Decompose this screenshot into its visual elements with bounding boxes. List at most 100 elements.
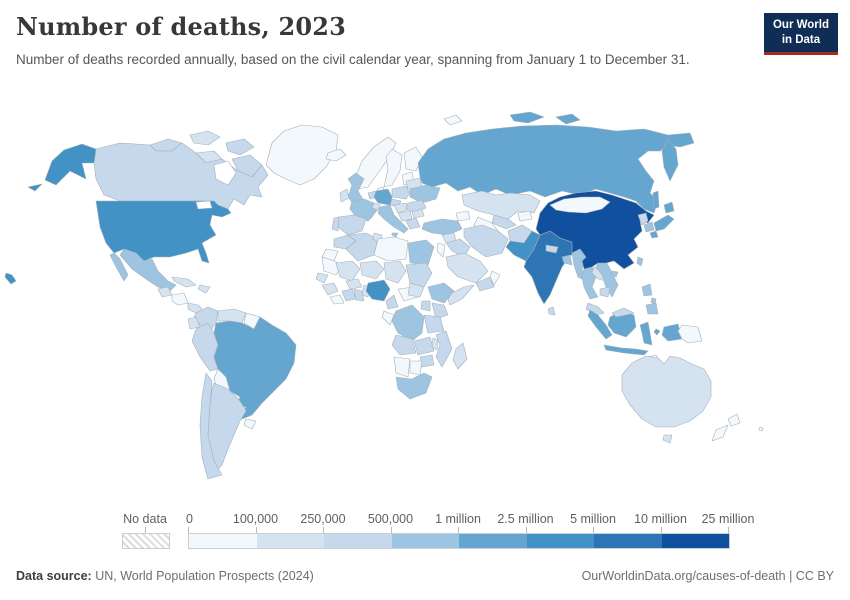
country-nepal[interactable] xyxy=(545,244,559,254)
country-burkina-faso[interactable] xyxy=(345,278,363,290)
country-caucasus[interactable] xyxy=(455,210,471,222)
country-arctic-island[interactable] xyxy=(189,130,221,146)
country-indonesia-sulawesi[interactable] xyxy=(639,321,653,346)
country-cambodia[interactable] xyxy=(599,286,611,298)
country-zambia[interactable] xyxy=(413,336,435,356)
country-germany[interactable] xyxy=(373,188,393,206)
country-ukraine[interactable] xyxy=(409,184,441,204)
country-switzerland[interactable] xyxy=(371,202,381,211)
country-uganda[interactable] xyxy=(420,300,431,312)
country-indonesia-papua[interactable] xyxy=(661,323,683,342)
country-bulgaria[interactable] xyxy=(411,208,425,219)
country-angola[interactable] xyxy=(391,334,417,356)
country-somalia[interactable] xyxy=(447,284,475,306)
country-balkans[interactable] xyxy=(397,210,413,222)
legend-bin-swatch[interactable] xyxy=(594,534,662,548)
country-new-zealand-north[interactable] xyxy=(727,413,741,427)
legend-bin-swatch[interactable] xyxy=(256,534,324,548)
country-uzbekistan[interactable] xyxy=(491,214,517,230)
country-cameroon[interactable] xyxy=(385,294,399,310)
country-indonesia-moluccas[interactable] xyxy=(653,328,661,336)
country-south-sudan[interactable] xyxy=(407,282,425,298)
country-venezuela[interactable] xyxy=(217,308,247,324)
country-italy[interactable] xyxy=(377,204,409,234)
country-arctic-island[interactable] xyxy=(225,138,255,156)
country-cote-divoire[interactable] xyxy=(341,288,357,302)
country-papua-new-guinea[interactable] xyxy=(677,324,703,344)
country-taiwan[interactable] xyxy=(636,256,644,267)
country-new-zealand-south[interactable] xyxy=(711,424,729,442)
country-svalbard[interactable] xyxy=(443,114,463,126)
country-senegal[interactable] xyxy=(315,272,329,284)
country-indonesia-java[interactable] xyxy=(603,344,649,356)
country-nigeria[interactable] xyxy=(365,279,391,302)
country-bangladesh[interactable] xyxy=(561,254,573,266)
country-novaya-zemlya[interactable] xyxy=(509,111,545,124)
country-iceland[interactable] xyxy=(325,148,347,162)
country-turkey[interactable] xyxy=(421,218,463,236)
country-sweden[interactable] xyxy=(383,148,403,188)
country-peru[interactable] xyxy=(191,322,219,372)
country-south-africa[interactable] xyxy=(395,372,433,400)
country-south-korea[interactable] xyxy=(643,221,655,233)
country-chad[interactable] xyxy=(383,260,407,284)
country-egypt[interactable] xyxy=(407,239,435,266)
legend-bin-swatch[interactable] xyxy=(526,534,594,548)
country-greece[interactable] xyxy=(405,217,421,230)
country-kamchatka-russia[interactable] xyxy=(661,138,679,182)
country-hawaii-usa[interactable] xyxy=(4,272,17,285)
country-cuba[interactable] xyxy=(171,276,197,288)
country-hispaniola[interactable] xyxy=(197,284,211,294)
country-namibia[interactable] xyxy=(393,356,411,378)
country-ghana[interactable] xyxy=(353,288,365,302)
country-iran[interactable] xyxy=(463,224,509,258)
country-siberian-islands[interactable] xyxy=(555,113,581,125)
country-malawi[interactable] xyxy=(431,337,439,351)
legend-bin-swatch[interactable] xyxy=(661,534,729,548)
country-russia[interactable] xyxy=(417,124,695,214)
country-mozambique[interactable] xyxy=(435,330,453,368)
country-iraq[interactable] xyxy=(445,238,471,258)
country-baja-mexico[interactable] xyxy=(109,252,129,282)
legend-bin-swatch[interactable] xyxy=(324,534,392,548)
country-mexico[interactable] xyxy=(119,248,177,292)
country-sierra-leone-liberia[interactable] xyxy=(329,294,345,305)
country-sri-lanka[interactable] xyxy=(547,306,556,316)
country-israel-jordan[interactable] xyxy=(436,242,446,258)
country-guinea[interactable] xyxy=(321,282,339,296)
country-libya[interactable] xyxy=(373,236,409,262)
country-malaysia-borneo[interactable] xyxy=(611,307,635,318)
country-sicily[interactable] xyxy=(391,232,399,238)
legend-no-data-swatch[interactable] xyxy=(122,533,170,549)
country-romania[interactable] xyxy=(405,199,427,213)
country-north-korea[interactable] xyxy=(637,212,649,226)
country-oman[interactable] xyxy=(489,270,501,286)
world-choropleth-map[interactable] xyxy=(0,105,850,515)
country-japan-hokkaido[interactable] xyxy=(663,201,675,214)
country-sudan[interactable] xyxy=(405,262,433,288)
country-saudi-arabia[interactable] xyxy=(445,252,489,284)
country-sakhalin-russia[interactable] xyxy=(652,190,660,210)
country-kenya[interactable] xyxy=(431,302,449,320)
country-uruguay[interactable] xyxy=(243,418,257,430)
country-vietnam[interactable] xyxy=(595,260,619,298)
country-australia[interactable] xyxy=(621,355,712,428)
country-indonesia-sumatra[interactable] xyxy=(587,309,613,340)
country-hainan[interactable] xyxy=(610,270,619,278)
country-philippines-luzon[interactable] xyxy=(641,283,653,297)
country-chile[interactable] xyxy=(199,372,223,480)
country-japan-honshu[interactable] xyxy=(653,214,675,232)
country-mongolia[interactable] xyxy=(549,196,611,214)
country-france[interactable] xyxy=(349,198,379,222)
country-tanzania[interactable] xyxy=(423,314,445,334)
country-mali[interactable] xyxy=(335,260,361,282)
country-united-states[interactable] xyxy=(95,200,232,264)
country-honduras-nicaragua[interactable] xyxy=(171,292,189,306)
country-japan-kyushu[interactable] xyxy=(649,230,659,239)
country-portugal[interactable] xyxy=(331,216,340,232)
country-fiji[interactable] xyxy=(758,426,764,432)
country-botswana[interactable] xyxy=(409,360,423,376)
legend-color-bar[interactable] xyxy=(188,533,730,549)
legend-bin-swatch[interactable] xyxy=(189,534,257,548)
country-yemen[interactable] xyxy=(475,276,495,292)
